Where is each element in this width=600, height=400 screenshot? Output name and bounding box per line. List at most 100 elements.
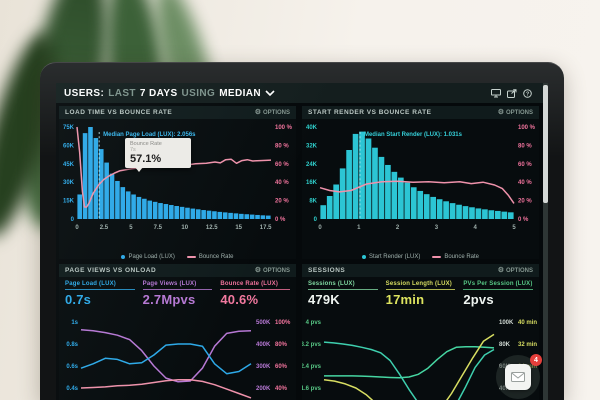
axis-tick-label: 100% (275, 320, 291, 326)
axis-tick-label: 2 (396, 225, 400, 231)
axis-tick-label: 3 (435, 225, 439, 231)
panel-start-render: START RENDER VS BOUNCE RATE ⚙ OPTIONS 40… (302, 106, 539, 260)
axis-tick-label: 8K (309, 199, 317, 205)
chart-legend: Start Render (LUX) Bounce Rate (302, 254, 539, 260)
axis-tick-label: 2.4 pvs (302, 364, 322, 370)
axis-tick-label: 0 (71, 217, 75, 223)
options-button[interactable]: ⚙ OPTIONS (497, 267, 533, 274)
axis-tick-label: 3.2 pvs (302, 342, 322, 348)
chevron-down-icon[interactable] (265, 89, 275, 97)
legend-label: Start Render (LUX) (368, 254, 421, 260)
axis-tick-label: 0.8s (66, 342, 78, 348)
axis-tick-label: 80 % (275, 143, 289, 149)
legend-dot (121, 255, 126, 259)
gear-icon: ⚙ (254, 109, 261, 116)
axis-tick-label: 2.5 (100, 225, 109, 231)
panel-load-time: LOAD TIME VS BOUNCE RATE ⚙ OPTIONS 75K 60… (59, 106, 296, 260)
topbar-using-label: USING (181, 87, 216, 99)
chat-widget-button[interactable]: 4 (496, 354, 542, 399)
gear-icon: ⚙ (497, 109, 504, 116)
metric-session-length: Session Length (LUX) 17min (385, 281, 456, 307)
bounce-rate-line (319, 180, 515, 204)
topbar-median-label: MEDIAN (219, 87, 262, 99)
topbar-users-label: USERS: (64, 87, 105, 99)
axis-tick-label: 200K (256, 386, 271, 392)
histogram-bars (320, 131, 514, 219)
legend-line (432, 256, 442, 258)
start-render-vs-bounce-rate-canvas: 40K 32K 24K 16K 8K 0 100 % 80 % 60 % 40 % 20 % 0 % M… (306, 125, 536, 231)
chart-tooltip: Bounce Rate 7s 57.1% (125, 138, 191, 172)
panel-title: SESSIONS (308, 267, 346, 274)
axis-tick-label: 32K (306, 143, 318, 149)
axis-tick-label: 500K (256, 320, 271, 326)
svg-text:?: ? (526, 91, 530, 97)
gear-icon: ⚙ (497, 267, 504, 274)
panel-grid: LOAD TIME VS BOUNCE RATE ⚙ OPTIONS 75K 60… (56, 103, 548, 400)
axis-tick-label: 12.5 (206, 225, 218, 231)
page-views-vs-onload-canvas: 1s 500K 100% 0.8s 400K 80% 0.6s 300K 60% 0.4s 200K… (66, 320, 291, 399)
axis-tick-label: 20 % (518, 199, 532, 205)
axis-tick-label: 24K (306, 162, 318, 168)
laptop-screen: USERS: LAST 7 DAYS USING MEDIAN (56, 83, 548, 400)
scrollbar[interactable] (543, 83, 548, 400)
axis-tick-label: 15 (235, 225, 242, 231)
axis-tick-label: 40 % (275, 180, 289, 186)
axis-tick-label: 100K (499, 320, 514, 326)
share-icon[interactable] (507, 88, 517, 98)
metric-sessions: Sessions (LUX) 479K (308, 281, 378, 307)
options-button[interactable]: ⚙ OPTIONS (254, 109, 290, 116)
axis-tick-label: 0 (318, 225, 322, 231)
axis-tick-label: 75K (63, 125, 75, 131)
axis-tick-label: 45K (63, 162, 75, 168)
chart-legend: Page Load (LUX) Bounce Rate (59, 254, 296, 260)
axis-tick-label: 40K (306, 125, 318, 131)
axis-tick-label: 80 % (518, 143, 532, 149)
axis-tick-label: 5 (512, 225, 516, 231)
axis-tick-label: 30K (63, 180, 75, 186)
scrollbar-thumb[interactable] (543, 85, 548, 203)
axis-tick-label: 0 (314, 217, 318, 223)
panel-page-views: PAGE VIEWS VS ONLOAD ⚙ OPTIONS Page Load… (59, 264, 296, 400)
dashboard-topbar: USERS: LAST 7 DAYS USING MEDIAN (56, 83, 548, 103)
metrics-row: Page Load (LUX) 0.7s Page Views (LUX) 2.… (59, 277, 296, 307)
metric-page-views: Page Views (LUX) 2.7Mpvs (142, 281, 213, 307)
axis-tick-label: 0 (75, 225, 79, 231)
legend-line (186, 256, 196, 258)
envelope-icon (511, 372, 525, 382)
legend-label: Bounce Rate (444, 254, 480, 260)
chat-badge: 4 (530, 354, 542, 366)
panel-title: LOAD TIME VS BOUNCE RATE (65, 109, 173, 116)
laptop-frame: USERS: LAST 7 DAYS USING MEDIAN (40, 62, 564, 400)
legend-label: Page Load (LUX) (128, 254, 175, 260)
axis-tick-label: 32 min (518, 342, 537, 348)
axis-tick-label: 0 % (518, 217, 529, 223)
metrics-row: Sessions (LUX) 479K Session Length (LUX)… (302, 277, 539, 307)
start-render-chart[interactable]: 40K 32K 24K 16K 8K 0 100 % 80 % 60 % 40 % 20 % 0 % M… (302, 119, 539, 254)
histogram-bars (77, 127, 271, 219)
topbar-range-label: 7 DAYS (139, 87, 178, 99)
help-icon[interactable]: ? (523, 88, 532, 98)
axis-tick-label: 20 % (275, 199, 289, 205)
axis-tick-label: 0 % (275, 217, 286, 223)
options-button[interactable]: ⚙ OPTIONS (254, 267, 290, 274)
axis-tick-label: 60% (275, 364, 288, 370)
axis-tick-label: 40% (275, 386, 288, 392)
metric-bounce-rate: Bounce Rate (LUX) 40.6% (220, 281, 291, 307)
panel-title: PAGE VIEWS VS ONLOAD (65, 267, 157, 274)
axis-tick-label: 100 % (275, 125, 293, 131)
axis-tick-label: Median Page Load (LUX): 2.056s (103, 132, 196, 138)
axis-tick-label: 16K (306, 180, 318, 186)
legend-label: Bounce Rate (198, 254, 234, 260)
axis-tick-label: 7.5 (154, 225, 163, 231)
panel-title: START RENDER VS BOUNCE RATE (308, 109, 432, 116)
metric-pvs-per-session: PVs Per Session (LUX) 2pvs (463, 281, 534, 307)
options-button[interactable]: ⚙ OPTIONS (497, 109, 533, 116)
session-length-line (323, 333, 495, 400)
axis-tick-label: 40 min (518, 320, 537, 326)
page-views-line (80, 328, 252, 383)
monitor-icon[interactable] (491, 88, 501, 98)
page-views-chart[interactable]: 1s 500K 100% 0.8s 400K 80% 0.6s 300K 60% 0.4s 200K… (59, 307, 296, 400)
page-load-line (80, 343, 252, 375)
axis-tick-label: 60 % (518, 162, 532, 168)
